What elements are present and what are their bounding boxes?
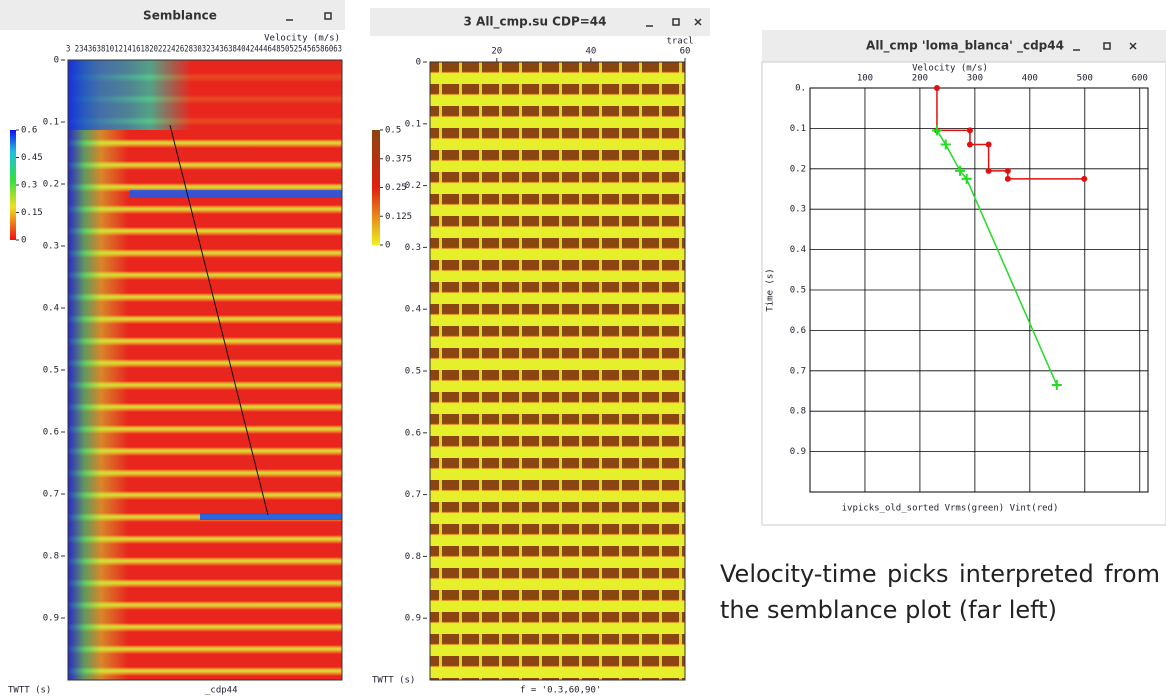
window-title: 3 All_cmp.su CDP=44 (464, 15, 607, 30)
y-tick-label: 0.6 (43, 428, 59, 438)
y-tick-label: 0.2 (790, 164, 806, 174)
semblance-band (200, 513, 342, 520)
y-tick-label: 0. (795, 84, 806, 94)
seismic-image (430, 62, 685, 680)
colorbar-label: 0.6 (21, 126, 37, 136)
colorbar-label: 0.45 (21, 153, 43, 163)
maximize-button[interactable] (324, 12, 332, 20)
colorbar (10, 130, 16, 240)
point (931, 125, 942, 136)
point (1004, 175, 1011, 182)
y-tick-label: 0.9 (790, 447, 806, 457)
colorbar-label: 0.125 (385, 212, 412, 222)
pick-line (169, 124, 269, 516)
y-tick-label: 0.8 (790, 407, 806, 417)
point (985, 141, 992, 148)
point (985, 167, 992, 174)
y-tick-label: 0.1 (790, 124, 806, 134)
window-title: Semblance (143, 9, 217, 23)
point (1004, 167, 1011, 174)
point (1081, 175, 1088, 182)
point (940, 139, 951, 150)
point (966, 127, 973, 134)
point (1051, 379, 1062, 390)
colorbar-label: 0.3 (21, 181, 37, 191)
y-tick-label: 0.7 (43, 490, 59, 500)
y-tick-label: 0.9 (43, 614, 59, 624)
x-tick-label: 60 (680, 47, 691, 57)
x-tick-label: 200 (912, 74, 928, 84)
y-tick-label: 0.5 (405, 367, 421, 377)
y-tick-label: 0.3 (790, 205, 806, 215)
y-tick-label: 0.2 (43, 180, 59, 190)
y-tick-label: 0.4 (43, 304, 59, 314)
y-tick-label: 0 (54, 56, 59, 66)
point (955, 165, 966, 176)
plot-frame (67, 59, 343, 681)
x-axis-label: Velocity (m/s) (912, 64, 988, 74)
x-tick-label: 500 (1077, 74, 1093, 84)
y-tick-label: 0.4 (405, 305, 421, 315)
point (966, 141, 973, 148)
colorbar-label: 0.5 (385, 126, 401, 136)
y-tick-label: 0.8 (405, 552, 421, 562)
axis-label: TWTT (s) (372, 676, 415, 686)
caption: Velocity-time picks interpreted from the… (720, 560, 1160, 624)
title-bar (762, 30, 1166, 62)
axis-label: tracl (666, 37, 693, 47)
x-tick-label: 600 (1132, 74, 1148, 84)
y-tick-label: 0.7 (790, 366, 806, 376)
tick-labels: 3 23436381012141618202224262830323436384… (66, 45, 342, 55)
y-tick-label: 0 (416, 58, 421, 68)
colorbar-label: 0 (21, 236, 26, 246)
colorbar-label: 0.25 (385, 183, 407, 193)
point (933, 85, 940, 91)
y-tick-label: 0.5 (790, 286, 806, 296)
y-tick-label: 0.2 (405, 181, 421, 191)
y-axis-label: Time (s) (766, 268, 776, 311)
x-tick-label: 40 (585, 47, 596, 57)
y-tick-label: 0.4 (790, 245, 806, 255)
axis-label: TWTT (s) (8, 686, 51, 696)
y-tick-label: 0.6 (790, 326, 806, 336)
window (761, 61, 1166, 526)
footer: f = '0.3,60,90' (520, 686, 601, 696)
y-tick-label: 0.1 (43, 118, 59, 128)
x-tick-label: 100 (857, 74, 873, 84)
maximize-button[interactable] (672, 18, 680, 26)
y-tick-label: 0.7 (405, 490, 421, 500)
colorbar (372, 130, 380, 245)
semblance-image (68, 60, 342, 680)
footer: _cdp44 (205, 686, 238, 696)
close-button[interactable] (694, 18, 702, 26)
close-button[interactable] (1129, 42, 1137, 50)
semblance-band (130, 190, 342, 198)
semblance-image-top (68, 60, 342, 130)
title-bar (370, 8, 710, 36)
y-tick-label: 0.9 (405, 614, 421, 624)
x-tick-label: 20 (491, 47, 502, 57)
colorbar-label: 0.375 (385, 154, 412, 164)
y-tick-label: 0.8 (43, 552, 59, 562)
y-tick-label: 0.1 (405, 119, 421, 129)
y-tick-label: 0.6 (405, 428, 421, 438)
axis-label: Velocity (m/s) (264, 34, 340, 44)
y-tick-label: 0.5 (43, 366, 59, 376)
note: ivpicks_old_sorted Vrms(green) Vint(red) (842, 504, 1059, 514)
y-tick-label: 0.3 (405, 243, 421, 253)
y-tick-label: 0.3 (43, 242, 59, 252)
x-tick-label: 400 (1022, 74, 1038, 84)
plot-frame (429, 61, 686, 681)
window-title: All_cmp 'loma_blanca' _cdp44 (866, 39, 1064, 54)
colorbar-label: 0.15 (21, 208, 43, 218)
point (961, 173, 972, 184)
title-bar (0, 0, 345, 30)
x-tick-label: 300 (967, 74, 983, 84)
colorbar-label: 0 (385, 241, 390, 251)
maximize-button[interactable] (1103, 42, 1111, 50)
